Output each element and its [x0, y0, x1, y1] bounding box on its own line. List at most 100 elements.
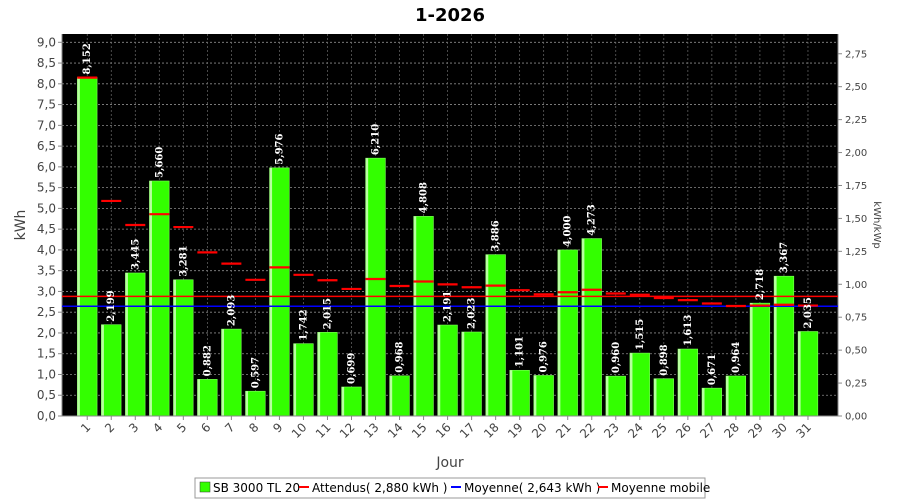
legend-label: Attendus( 2,880 kWh ): [312, 481, 447, 495]
bar-highlight: [173, 279, 176, 416]
y2-tick-label: 1,50: [845, 214, 867, 225]
value-label: 3,886: [491, 220, 502, 251]
bar: [557, 249, 578, 417]
value-label: 2,199: [106, 290, 117, 321]
y-tick-label: 0,0: [37, 409, 56, 423]
x-tick-label: 3: [126, 420, 141, 435]
bar-highlight: [605, 376, 609, 416]
bar-highlight: [341, 386, 345, 416]
x-tick-label: 17: [457, 420, 478, 441]
y2-tick-label: 1,25: [845, 247, 867, 258]
moving-average-marks: [77, 76, 818, 308]
y-tick-label: 0,5: [37, 388, 56, 402]
bar-highlight: [317, 332, 321, 416]
x-tick-label: 29: [745, 420, 766, 441]
value-label: 4,000: [563, 216, 574, 247]
bar-highlight: [389, 375, 393, 416]
value-label: 1,515: [635, 319, 646, 350]
reference-lines: [62, 295, 838, 308]
x-tick-label: 28: [721, 420, 742, 441]
bar: [125, 272, 146, 417]
bar-highlight: [677, 349, 681, 416]
bar: [437, 324, 458, 417]
bar: [245, 390, 266, 417]
legend-swatch: [199, 481, 211, 493]
bar: [197, 379, 218, 417]
bar-highlight: [221, 329, 225, 416]
y2-tick-label: 2,75: [845, 49, 867, 60]
x-tick-label: 22: [577, 420, 598, 441]
y-tick-label: 3,0: [37, 284, 56, 298]
x-tick-label: 26: [673, 420, 694, 441]
value-label: 0,964: [731, 342, 742, 373]
x-tick-label: 9: [270, 420, 285, 435]
bar: [341, 386, 362, 417]
y-tick-label: 2,5: [37, 305, 56, 319]
bar-highlight: [365, 158, 369, 416]
legend-label: Moyenne( 2,643 kWh ): [464, 481, 600, 495]
bar: [173, 279, 194, 417]
y-tick-label: 1,5: [37, 347, 56, 361]
legend-label: SB 3000 TL 20: [213, 481, 300, 495]
x-axis: 1 2 3 4 5 6 7 8 9 10 11 12 13 14 15 16 17 18 19 20 21 22 23 24 2…: [62, 415, 838, 441]
value-label: 0,976: [539, 341, 550, 372]
value-label: 2,023: [467, 298, 478, 329]
y-tick-label: 2,0: [37, 326, 56, 340]
value-label: 0,898: [659, 344, 670, 375]
value-label: 6,210: [371, 124, 382, 155]
bar-highlight: [197, 379, 200, 416]
bar: [365, 157, 386, 417]
value-label: 8,152: [82, 43, 93, 74]
value-labels: 8,152 2,199 3,445 5,660 3,281 0,882 2,093 0,597…: [82, 43, 814, 388]
bar: [677, 348, 698, 417]
bar: [701, 387, 723, 417]
y-tick-label: 5,5: [37, 181, 56, 195]
y2-tick-label: 2,25: [845, 115, 867, 126]
bar-highlight: [461, 332, 465, 416]
value-label: 0,699: [346, 353, 357, 384]
bar: [413, 216, 434, 417]
x-tick-label: 15: [409, 420, 430, 441]
bar: [101, 324, 122, 417]
value-label: 1,742: [298, 309, 309, 340]
x-tick-label: 14: [385, 420, 406, 441]
x-tick-label: 30: [769, 420, 790, 441]
value-label: 2,093: [226, 295, 237, 326]
x-tick-label: 6: [198, 420, 213, 435]
y-tick-label: 1,0: [37, 367, 56, 381]
legend-label: Moyenne mobile: [611, 481, 710, 495]
bar: [509, 369, 530, 417]
y-tick-label: 4,5: [37, 222, 56, 236]
value-label: 4,273: [587, 204, 598, 235]
value-label: 0,960: [611, 342, 622, 373]
x-tick-label: 24: [625, 420, 646, 441]
bar: [725, 375, 747, 417]
y-tick-label: 7,0: [37, 118, 56, 132]
y2-tick-label: 2,00: [845, 148, 867, 159]
bar: [533, 375, 554, 417]
x-tick-label: 7: [222, 420, 237, 435]
value-label: 3,445: [130, 239, 141, 270]
bar: [581, 238, 602, 417]
y2-tick-label: 1,75: [845, 181, 867, 192]
value-label: 5,976: [274, 134, 285, 165]
x-tick-label: 18: [481, 420, 502, 441]
bar-highlight: [125, 272, 128, 416]
bar-highlight: [269, 167, 273, 416]
bar-highlight: [437, 325, 441, 416]
x-tick-label: 5: [174, 420, 189, 435]
bar: [317, 332, 338, 417]
bar: [389, 375, 410, 417]
y2-tick-label: 2,50: [845, 82, 867, 93]
value-label: 1,613: [683, 315, 694, 346]
value-label: 1,101: [515, 336, 526, 367]
y-tick-label: 6,0: [37, 160, 56, 174]
value-label: 0,671: [707, 354, 718, 385]
bar: [485, 254, 506, 417]
y-tick-label: 8,0: [37, 77, 56, 91]
bar-highlight: [581, 238, 585, 416]
y-tick-label: 3,5: [37, 264, 56, 278]
bar-highlight: [149, 180, 152, 416]
x-tick-label: 21: [553, 420, 574, 441]
